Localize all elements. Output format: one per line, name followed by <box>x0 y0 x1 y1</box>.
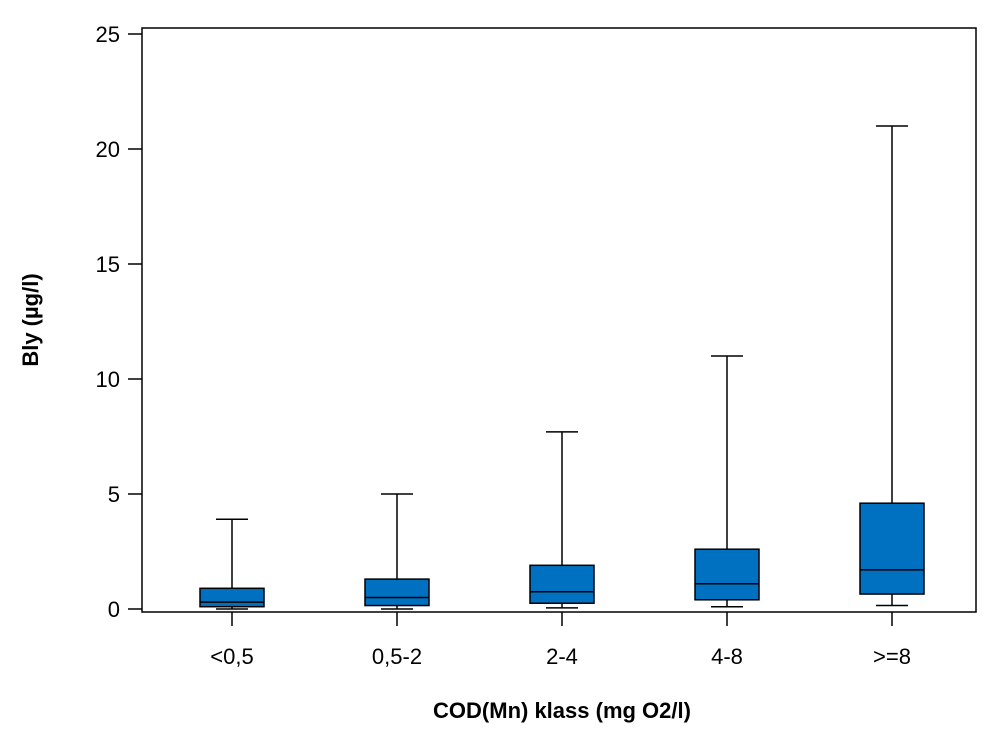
iqr-box <box>364 578 430 607</box>
y-tick-label: 25 <box>96 22 120 47</box>
iqr-box <box>694 548 760 601</box>
x-tick-label: >=8 <box>873 644 911 669</box>
box-3 <box>529 431 595 609</box>
iqr-box <box>199 587 265 608</box>
y-tick-label: 5 <box>108 482 120 507</box>
box-1 <box>199 518 265 610</box>
x-tick-label: <0,5 <box>210 644 253 669</box>
plot-area-frame <box>141 27 977 613</box>
x-tick-label: 2-4 <box>546 644 578 669</box>
x-axis-title: COD(Mn) klass (mg O2/l) <box>433 698 691 723</box>
y-tick-label: 20 <box>96 137 120 162</box>
x-tick-label: 0,5-2 <box>372 644 422 669</box>
box-4 <box>694 355 760 608</box>
box-2 <box>364 493 430 610</box>
x-axis: <0,5 0,5-2 2-4 4-8 >=8 <box>210 612 911 669</box>
y-tick-label: 10 <box>96 367 120 392</box>
x-tick-label: 4-8 <box>711 644 743 669</box>
iqr-box <box>529 564 595 604</box>
y-axis-title: Bly (µg/l) <box>18 273 43 366</box>
y-axis: 0 5 10 15 20 25 <box>96 22 142 622</box>
box-5 <box>859 125 925 607</box>
iqr-box <box>859 502 925 595</box>
y-tick-label: 15 <box>96 252 120 277</box>
y-tick-label: 0 <box>108 597 120 622</box>
box-series <box>199 125 925 610</box>
